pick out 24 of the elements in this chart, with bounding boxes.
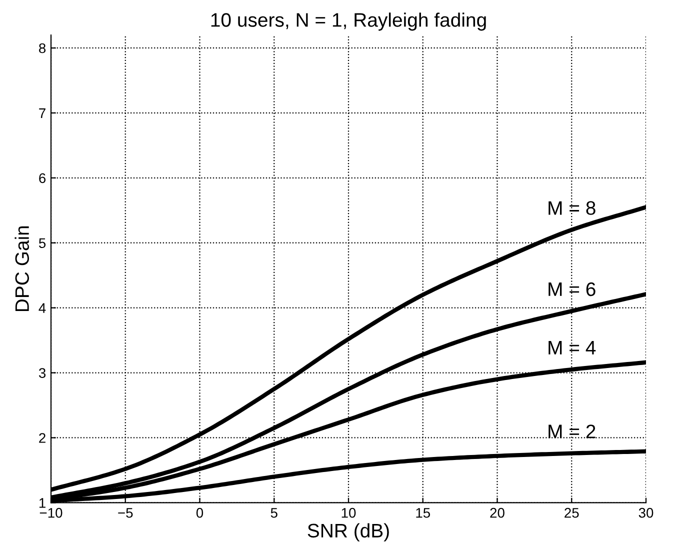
x-tick-label: 20 <box>490 508 504 518</box>
x-axis-title: SNR (dB) <box>308 523 389 542</box>
x-tick-label: −5 <box>118 508 133 518</box>
x-tick-label: 5 <box>270 508 278 518</box>
y-tick-label: 3 <box>38 368 46 378</box>
y-tick-label: 4 <box>38 303 46 313</box>
y-tick-label: 1 <box>39 498 46 508</box>
y-tick-label: 5 <box>38 238 46 248</box>
x-tick-label: −10 <box>40 508 62 518</box>
x-tick-label: 10 <box>342 508 356 518</box>
y-axis-title: DPC Gain <box>14 226 30 312</box>
y-tick-label: 7 <box>39 108 46 118</box>
series-label: M = 6 <box>548 282 596 296</box>
x-tick-label: 25 <box>564 508 579 518</box>
chart-title: 10 users, N = 1, Rayleigh fading <box>211 12 486 31</box>
series-label: M = 4 <box>548 341 596 354</box>
x-tick-label: 30 <box>638 508 654 518</box>
x-tick-label: 15 <box>416 508 430 518</box>
series-label: M = 8 <box>548 201 596 215</box>
x-tick-label: 0 <box>196 508 204 518</box>
y-tick-label: 8 <box>39 43 46 54</box>
series-label: M = 2 <box>548 424 596 438</box>
y-tick-label: 2 <box>39 433 46 443</box>
y-tick-label: 6 <box>39 173 46 184</box>
